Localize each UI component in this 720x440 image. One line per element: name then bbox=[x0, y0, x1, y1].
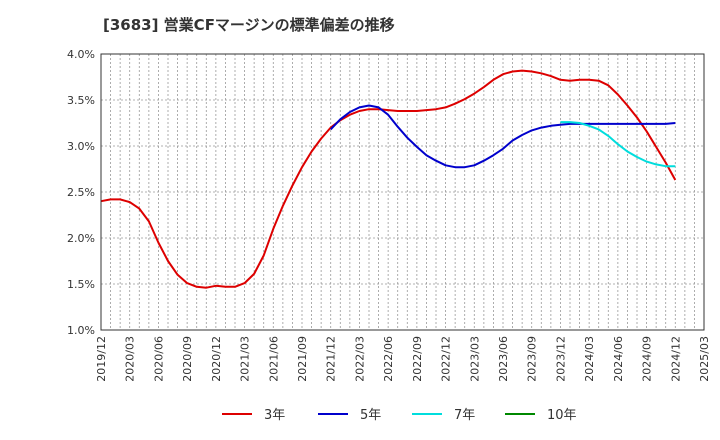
x-tick-label: 2021/09 bbox=[296, 336, 309, 382]
legend-label-2: 5年 bbox=[360, 408, 381, 423]
y-tick-label: 4.0% bbox=[67, 48, 95, 61]
x-tick-label: 2022/06 bbox=[382, 336, 395, 382]
chart-title: [3683] 営業CFマージンの標準偏差の推移 bbox=[103, 16, 395, 34]
x-tick-label: 2022/03 bbox=[353, 336, 366, 382]
x-tick-label: 2022/12 bbox=[440, 336, 453, 382]
y-tick-label: 3.0% bbox=[67, 140, 95, 153]
y-tick-label: 1.0% bbox=[67, 324, 95, 337]
x-tick-label: 2022/09 bbox=[411, 336, 424, 382]
legend-label-1: 3年 bbox=[264, 408, 285, 423]
x-tick-label: 2020/03 bbox=[124, 336, 137, 382]
x-tick-label: 2023/12 bbox=[554, 336, 567, 382]
x-tick-label: 2024/06 bbox=[612, 336, 625, 382]
plot-frame bbox=[100, 53, 705, 331]
chart-legend: 3年 5年 7年 10年 bbox=[222, 408, 577, 423]
x-tick-label: 2020/09 bbox=[181, 336, 194, 382]
legend-label-4: 10年 bbox=[547, 408, 577, 423]
x-tick-label: 2025/03 bbox=[698, 336, 711, 382]
x-tick-label: 2024/03 bbox=[583, 336, 596, 382]
x-tick-label: 2020/06 bbox=[152, 336, 165, 382]
series-line-1 bbox=[100, 69, 677, 289]
y-axis-ticks: 1.0% 1.5% 2.0% 2.5% 3.0% 3.5% 4.0% bbox=[67, 48, 95, 337]
x-tick-label: 2021/03 bbox=[239, 336, 252, 382]
x-tick-label: 2023/06 bbox=[497, 336, 510, 382]
x-tick-label: 2024/12 bbox=[669, 336, 682, 382]
x-axis-ticks: 2019/12 2020/03 2020/06 2020/09 2020/12 2021/… bbox=[95, 336, 711, 382]
x-tick-label: 2021/06 bbox=[267, 336, 280, 382]
legend-label-3: 7年 bbox=[454, 408, 475, 423]
x-tick-label: 2023/09 bbox=[526, 336, 539, 382]
series-line-2 bbox=[329, 104, 676, 169]
y-tick-label: 3.5% bbox=[67, 94, 95, 107]
y-tick-label: 1.5% bbox=[67, 278, 95, 291]
x-tick-label: 2023/03 bbox=[468, 336, 481, 382]
x-tick-label: 2024/09 bbox=[641, 336, 654, 382]
chart-grid bbox=[101, 53, 704, 331]
y-tick-label: 2.0% bbox=[67, 232, 95, 245]
series-line-3 bbox=[560, 121, 676, 168]
x-tick-label: 2020/12 bbox=[210, 336, 223, 382]
chart-series bbox=[100, 69, 677, 289]
x-tick-label: 2021/12 bbox=[325, 336, 338, 382]
x-tick-label: 2019/12 bbox=[95, 336, 108, 382]
y-tick-label: 2.5% bbox=[67, 186, 95, 199]
